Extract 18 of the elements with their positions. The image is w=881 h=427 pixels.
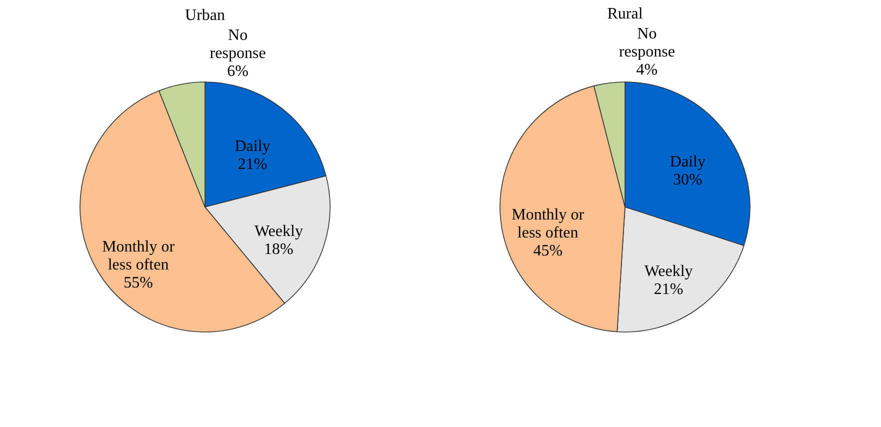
slice-label: No response bbox=[618, 25, 675, 60]
slice-label: Monthly or less often bbox=[512, 206, 585, 242]
data-label: 18% bbox=[264, 240, 294, 258]
data-label: 4% bbox=[636, 61, 658, 78]
slice-label: Monthly or less often bbox=[102, 238, 176, 274]
chart-title: Urban bbox=[185, 7, 225, 24]
slice-label: No response bbox=[210, 27, 266, 62]
slice-label: Weekly bbox=[254, 222, 303, 240]
data-label: 21% bbox=[654, 281, 684, 298]
data-label: 6% bbox=[227, 63, 248, 80]
data-label: 45% bbox=[533, 242, 563, 260]
data-label: 55% bbox=[124, 274, 153, 292]
slice-label: Weekly bbox=[644, 263, 693, 280]
slice-label: Daily bbox=[234, 138, 270, 155]
data-label: 21% bbox=[238, 156, 268, 173]
chart-title: Rural bbox=[607, 5, 644, 22]
data-label: 30% bbox=[673, 171, 702, 188]
slice-label: Daily bbox=[670, 153, 706, 170]
